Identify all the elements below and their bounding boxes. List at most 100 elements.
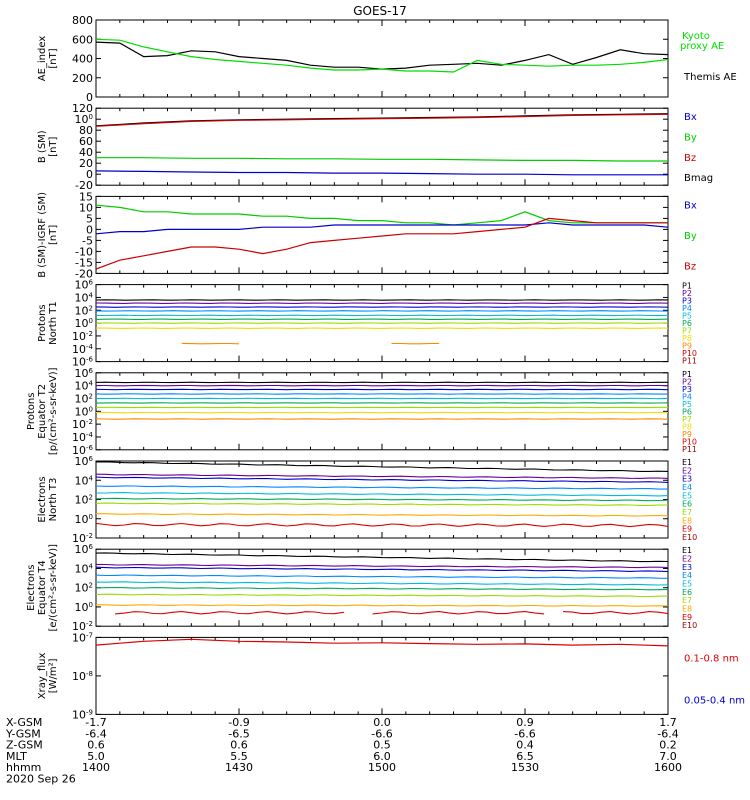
y-tick-label: 106 xyxy=(75,279,94,292)
bottom-axis-table: X-GSM -1.7 -0.9 0.0 0.9 1.7 Y-GSM -6.4 -6.5 -6.6 -… xyxy=(5,716,682,786)
series-line-1 xyxy=(96,222,668,235)
panel-frame xyxy=(95,19,669,98)
series-line-5 xyxy=(96,586,668,591)
y-tick-label: 0 xyxy=(86,168,93,181)
legend-item: P7 xyxy=(682,327,692,336)
y-tick-label: 10-4 xyxy=(72,343,94,356)
series-line-7 xyxy=(96,513,668,517)
series-line-5 xyxy=(96,497,668,502)
legend-item: Bx xyxy=(684,112,697,123)
legend-item: E2 xyxy=(682,555,692,564)
y-tick-label: 15 xyxy=(79,190,93,203)
y-tick-label: 102 xyxy=(75,582,93,595)
legend-item: P6 xyxy=(682,407,692,416)
row-label: Y-GSM xyxy=(5,727,41,740)
row-value: -6.6 xyxy=(514,727,535,740)
series-line-3 xyxy=(96,170,668,176)
series-line-3 xyxy=(96,574,668,579)
legend-item: P11 xyxy=(682,445,697,454)
y-tick-label: 102 xyxy=(75,392,93,405)
legend-item: P10 xyxy=(682,349,697,358)
series-line-0 xyxy=(96,204,668,226)
y-tick-label: 200 xyxy=(72,72,93,85)
series-line-1 xyxy=(96,563,668,569)
y-tick-label: -10 xyxy=(75,245,93,258)
y-axis-label: [W/m²] xyxy=(48,658,59,693)
series-line-2 xyxy=(96,157,668,162)
panel-frame xyxy=(95,372,669,451)
y-tick-label: 100 xyxy=(75,601,93,614)
series-line-3 xyxy=(96,485,668,490)
legend-item: P8 xyxy=(682,334,692,343)
row-value: 0.6 xyxy=(87,739,105,752)
y-tick-label: 102 xyxy=(75,494,93,507)
legend-item: Bx xyxy=(684,200,697,211)
data-layer xyxy=(96,638,668,647)
row-value: 0.6 xyxy=(230,739,248,752)
legend-item: E9 xyxy=(682,613,692,622)
series-line-1 xyxy=(96,113,668,127)
legend-item: P2 xyxy=(682,289,692,298)
row-value: 1530 xyxy=(511,761,539,774)
row-value: 1430 xyxy=(225,761,253,774)
series-line-0 xyxy=(96,552,668,563)
y-tick-label: 104 xyxy=(75,562,94,575)
legend-item: E7 xyxy=(682,596,692,605)
row-label: Z-GSM xyxy=(6,739,43,752)
y-tick-label: 100 xyxy=(75,317,93,330)
row-value: 1400 xyxy=(82,761,110,774)
row-label: hhmm xyxy=(6,761,41,774)
y-axis-label: Electrons xyxy=(37,476,48,522)
row-value: -0.9 xyxy=(228,716,249,729)
y-tick-label: -20 xyxy=(75,179,93,192)
row-value: 0.0 xyxy=(373,716,391,729)
plot-title: GOES-17 xyxy=(353,4,407,18)
legend-item: E5 xyxy=(682,491,692,500)
y-tick-label: 60 xyxy=(79,135,93,148)
y-tick-label: 800 xyxy=(72,14,93,27)
y-tick-label: 400 xyxy=(72,53,93,66)
legend-item: E3 xyxy=(682,563,692,572)
y-axis-label: AE_index xyxy=(37,36,48,82)
row-value: 6.0 xyxy=(373,750,391,763)
y-axis-label: North T3 xyxy=(48,478,59,522)
series-line-6 xyxy=(96,502,668,506)
row-value: 0.4 xyxy=(516,739,534,752)
legend-item: E6 xyxy=(682,588,692,597)
y-axis-label: [p/(cm²-s-sr-keV)] xyxy=(48,367,59,455)
legend-item: E7 xyxy=(682,508,692,517)
row-value: 1600 xyxy=(654,761,682,774)
legend-item: P3 xyxy=(682,297,692,306)
row-value: -6.6 xyxy=(371,727,392,740)
legend-item: P10 xyxy=(682,437,697,446)
legend-item: P1 xyxy=(682,282,692,291)
series-line-0 xyxy=(96,461,668,472)
row-value: 7.0 xyxy=(659,750,677,763)
series-line-4 xyxy=(96,492,668,497)
y-tick-label: 100 xyxy=(75,513,93,526)
data-layer xyxy=(96,381,668,420)
row-value: 5.5 xyxy=(230,750,248,763)
legend-item: E1 xyxy=(682,546,692,555)
series-line-2 xyxy=(96,217,668,270)
series-line-8 xyxy=(96,522,668,528)
y-tick-label: 106 xyxy=(75,367,94,380)
y-tick-label: 100 xyxy=(75,405,93,418)
series-line-8 xyxy=(372,611,545,615)
data-layer xyxy=(96,38,668,73)
data-layer xyxy=(96,113,668,176)
series-line-1 xyxy=(96,473,668,479)
row-value: 0.5 xyxy=(373,739,391,752)
panel-frame xyxy=(95,195,669,274)
legend-item: E8 xyxy=(682,516,692,525)
y-tick-label: 0 xyxy=(86,223,93,236)
legend-item: P2 xyxy=(682,377,692,386)
legend-item: By xyxy=(684,231,697,242)
legend-item: 0.05-0.4 nm xyxy=(684,695,745,706)
series-line-1 xyxy=(96,38,668,73)
legend-item: P4 xyxy=(682,304,692,313)
row-label: X-GSM xyxy=(6,716,42,729)
